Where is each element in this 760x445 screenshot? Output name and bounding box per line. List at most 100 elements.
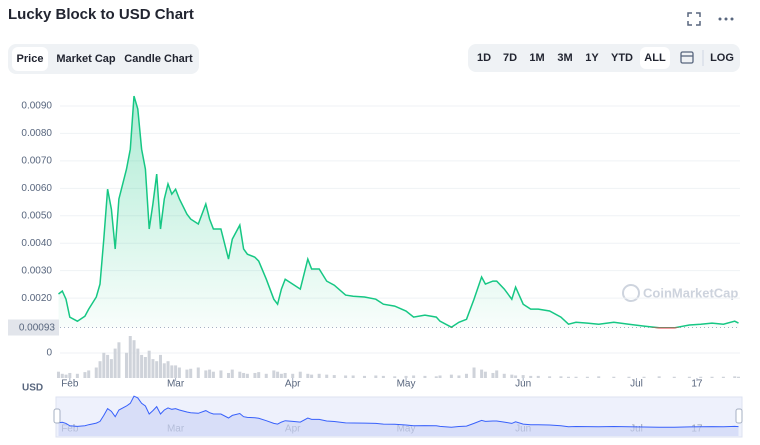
volume-bar: [170, 365, 174, 378]
range-button[interactable]: 1D: [477, 52, 491, 64]
y-tick-label: 0.0020: [21, 293, 52, 304]
volume-bar: [238, 371, 242, 378]
volume-bar: [211, 371, 215, 378]
dot: [724, 17, 728, 21]
volume-bar: [279, 373, 283, 378]
volume-bar: [585, 376, 589, 378]
volume-bar: [672, 376, 676, 378]
volume-bar: [189, 368, 193, 378]
volume-bar: [196, 367, 200, 378]
reference-label-bg: [8, 319, 59, 336]
navigator-area: [58, 396, 739, 436]
range-button[interactable]: YTD: [611, 52, 633, 64]
volume-bar: [272, 370, 276, 378]
y-tick-label: 0: [46, 348, 52, 359]
tab[interactable]: Price: [17, 53, 44, 65]
volume-bar: [155, 361, 159, 378]
volume-bar: [412, 375, 416, 378]
range-button[interactable]: 1M: [529, 52, 544, 64]
volume-bar: [124, 352, 128, 378]
y-tick-label: 0.0030: [21, 265, 52, 276]
volume-bar: [687, 376, 691, 378]
volume-bar: [291, 373, 295, 378]
dot: [718, 17, 722, 21]
volume-bar: [253, 372, 257, 378]
volume-bar: [68, 372, 72, 378]
volume-bar: [132, 340, 136, 378]
volume-bar: [536, 375, 540, 378]
range-button[interactable]: 7D: [503, 52, 517, 64]
navigator-handle[interactable]: [735, 408, 743, 424]
volume-bar: [464, 373, 468, 378]
volume-bar: [151, 359, 155, 378]
volume-bar: [208, 369, 212, 378]
volume-bar: [559, 376, 563, 378]
volume-bar: [510, 374, 514, 378]
volume-bar: [423, 375, 427, 378]
x-tick-label: Jun: [515, 379, 531, 390]
volume-bar: [457, 375, 461, 378]
navigator-handle[interactable]: [53, 408, 61, 424]
volume-bar: [344, 375, 348, 378]
volume-bar: [502, 373, 506, 378]
volume-bar: [162, 363, 166, 378]
volume-bar: [83, 372, 87, 378]
volume-bar: [548, 376, 552, 378]
range-button[interactable]: 3M: [557, 52, 572, 64]
x-tick-label: Jul: [630, 379, 643, 390]
volume-bar: [317, 373, 321, 378]
y-tick-label: 0.0070: [21, 156, 52, 167]
volume-bar: [185, 369, 189, 378]
y-tick-label: 0.0050: [21, 210, 52, 221]
volume-bar: [310, 374, 314, 378]
volume-bar: [245, 373, 249, 378]
x-tick-label: Mar: [167, 379, 185, 390]
range-button[interactable]: ALL: [644, 52, 666, 64]
tab-group: [8, 44, 199, 74]
volume-bar: [113, 348, 117, 378]
fullscreen-button[interactable]: [687, 12, 701, 26]
currency-label: USD: [22, 383, 43, 394]
range-active-bg: [640, 47, 670, 69]
volume-bar: [449, 374, 453, 378]
y-tick-label: 0.0060: [21, 183, 52, 194]
volume-bar: [264, 373, 268, 378]
volume-bar: [472, 367, 476, 378]
y-tick-label: 0.0040: [21, 238, 52, 249]
volume-bar: [140, 354, 144, 378]
volume-bar: [102, 352, 106, 378]
volume-bar: [87, 370, 91, 378]
log-button[interactable]: LOG: [710, 52, 734, 64]
watermark-logo: [622, 284, 640, 302]
volume-bar: [276, 371, 280, 378]
x-tick-label: May: [397, 379, 416, 390]
volume-bar: [143, 357, 147, 378]
tab[interactable]: Candle Chart: [124, 53, 193, 65]
volume-bar: [514, 375, 518, 378]
tab[interactable]: Market Cap: [56, 53, 116, 65]
range-button[interactable]: 1Y: [585, 52, 599, 64]
x-tick-label: Feb: [61, 379, 79, 390]
fullscreen-icon: [687, 12, 701, 26]
volume-bar: [332, 375, 336, 378]
navigator-line: [58, 395, 739, 428]
volume-bar: [699, 376, 703, 378]
volume-bar: [597, 376, 601, 378]
volume-bar: [721, 376, 725, 378]
volume-bar: [438, 375, 442, 378]
volume-bar: [158, 354, 162, 378]
more-button[interactable]: [718, 17, 734, 21]
reference-label: 0.00093: [19, 323, 56, 334]
volume-bar: [374, 375, 378, 378]
calendar-button[interactable]: [680, 51, 694, 64]
range-group: [468, 44, 740, 72]
volume-bar: [521, 375, 525, 378]
watermark-text: CoinMarketCap: [643, 285, 738, 300]
volume-bar: [642, 376, 646, 378]
volume-bar: [733, 376, 737, 378]
y-tick-label: 0.0090: [21, 101, 52, 112]
tab-active-bg: [12, 47, 48, 71]
volume-bar: [627, 376, 631, 378]
chart-title: Lucky Block to USD Chart: [8, 6, 194, 23]
